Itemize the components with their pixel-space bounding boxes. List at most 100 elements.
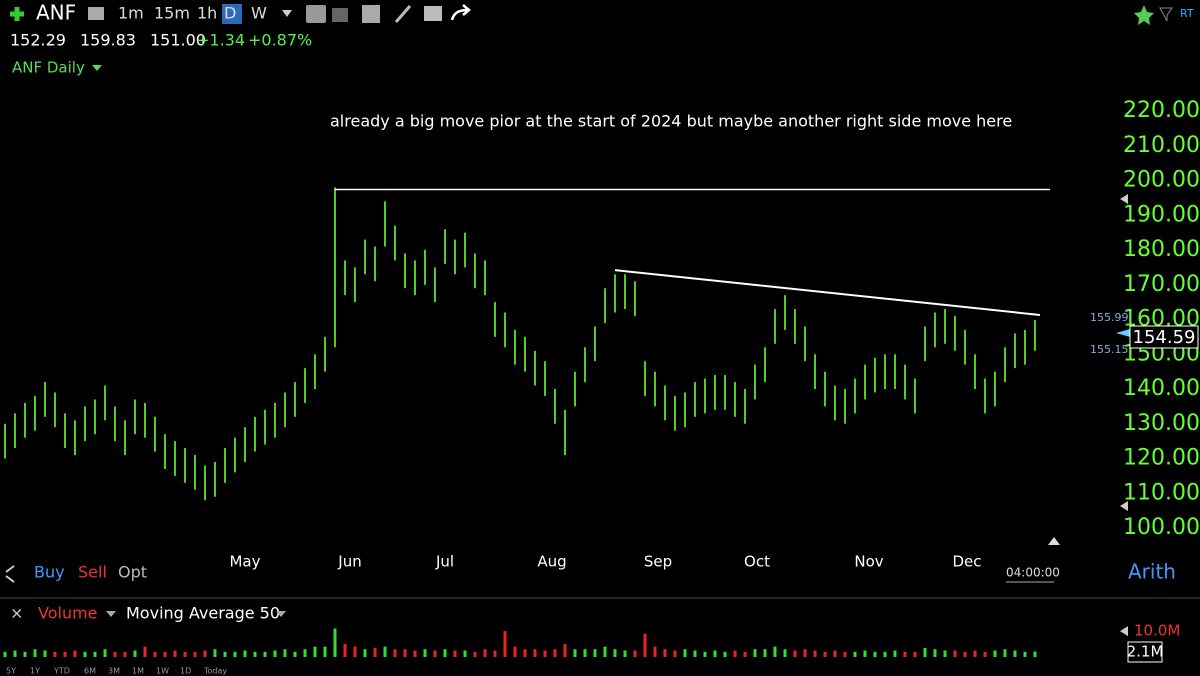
volume-plot: 10.0M [3, 622, 1180, 657]
y-tick-label: 120.00 [1123, 446, 1200, 471]
icon[interactable] [450, 4, 471, 21]
volume-bar [603, 646, 607, 657]
dropdown[interactable] [106, 611, 116, 617]
volume-bar [813, 650, 817, 657]
range-button[interactable]: 1Y [30, 667, 40, 676]
x-tick-label: Nov [854, 553, 883, 571]
range-button[interactable]: 1M [132, 667, 144, 676]
volume-bar [683, 649, 687, 657]
icon[interactable] [332, 8, 348, 22]
icon[interactable] [362, 5, 380, 23]
volume-bar [3, 651, 7, 657]
icon[interactable] [394, 5, 412, 23]
volume-bar [283, 649, 287, 657]
volume-bar [583, 649, 587, 657]
price-label: 155.15 [1090, 343, 1129, 356]
volume-bar [193, 651, 197, 657]
volume-bar [553, 649, 557, 657]
range-button[interactable]: 1W [156, 667, 169, 676]
add-icon[interactable] [10, 7, 24, 21]
scroll-arrow[interactable] [1048, 537, 1060, 545]
range-button[interactable]: 6M [84, 667, 96, 676]
last-price-box [1129, 325, 1199, 349]
x-tick-label: Jun [337, 553, 361, 571]
interval[interactable]: W [251, 4, 267, 23]
volume-bar [293, 651, 297, 657]
interval[interactable]: 1m [118, 4, 144, 23]
volume-bar [783, 649, 787, 657]
price-label: 155.99 [1090, 311, 1129, 324]
volume-bar [163, 651, 167, 657]
symbol[interactable]: ANF [36, 1, 76, 25]
volume-bar [63, 651, 67, 657]
buy-button[interactable]: Buy [34, 563, 65, 582]
range-button[interactable]: 1D [180, 667, 191, 676]
volume-bar [623, 650, 627, 657]
volume-bar [483, 649, 487, 657]
volume-bar [983, 651, 987, 657]
y-tick-label: 110.00 [1123, 480, 1200, 505]
volume-bar [373, 647, 377, 657]
volume-bar [403, 649, 407, 657]
volume-bar [443, 649, 447, 657]
range-button[interactable]: Today [203, 667, 227, 676]
volume-bar [803, 649, 807, 657]
volume-last: 2.1M [1127, 643, 1164, 661]
icon[interactable] [424, 6, 442, 21]
range-button[interactable]: 5Y [6, 667, 16, 676]
volume-bar [273, 650, 277, 657]
y-tick-label: 140.00 [1123, 376, 1200, 401]
filter[interactable] [1159, 7, 1173, 22]
icon[interactable] [5, 565, 15, 583]
volume-bar [563, 644, 567, 657]
dropdown[interactable] [276, 611, 286, 617]
sell-button[interactable]: Sell [78, 563, 107, 582]
rt: RT [1180, 7, 1194, 20]
price-plot: 100.00110.00120.00130.00140.00150.00160.… [4, 98, 1200, 571]
volume-bar [233, 651, 237, 657]
volume-bar [633, 650, 637, 657]
volume-bar [853, 651, 857, 657]
volume-bar [973, 650, 977, 657]
volume-bar [1033, 651, 1037, 657]
y-tick-label: 170.00 [1123, 272, 1200, 297]
volume-bar [23, 651, 27, 657]
quote-value: +0.87% [248, 31, 312, 50]
interval[interactable]: 1h [197, 4, 217, 23]
icon[interactable] [306, 5, 326, 23]
volume-bar [313, 646, 317, 657]
volume-bar [463, 650, 467, 657]
dropdown[interactable] [92, 65, 102, 71]
icon[interactable] [88, 7, 104, 20]
volume-bar [663, 649, 667, 657]
scale-mode[interactable]: Arith [1128, 560, 1176, 584]
dropdown[interactable] [282, 10, 292, 17]
volume-bar [533, 649, 537, 657]
opt-button[interactable]: Opt [118, 563, 147, 582]
volume-bar [893, 650, 897, 657]
volume-bar [753, 649, 757, 657]
annotation: already a big move pior at the start of … [330, 112, 1012, 131]
volume-bar [863, 650, 867, 657]
interval[interactable]: 15m [154, 4, 190, 23]
volume-bar [383, 646, 387, 657]
volume-bar [873, 651, 877, 657]
close-icon[interactable]: × [10, 604, 23, 623]
volume-bar [133, 650, 137, 657]
star[interactable] [1134, 5, 1154, 25]
volume-bar [103, 649, 107, 657]
volume-bar [573, 649, 577, 657]
interval[interactable]: D [224, 4, 236, 23]
volume-bar [33, 649, 37, 657]
volume-bar [223, 651, 227, 657]
volume-bar [253, 651, 257, 657]
range-button[interactable]: 3M [108, 667, 120, 676]
quote-value: +1.34 [196, 31, 245, 50]
volume-bar [923, 647, 927, 657]
volume-bar [993, 650, 997, 657]
range-button[interactable]: YTD [53, 667, 70, 676]
volume-bar [823, 651, 827, 657]
volume-bar [173, 650, 177, 657]
volume-bar [493, 650, 497, 657]
volume-bar [473, 651, 477, 657]
